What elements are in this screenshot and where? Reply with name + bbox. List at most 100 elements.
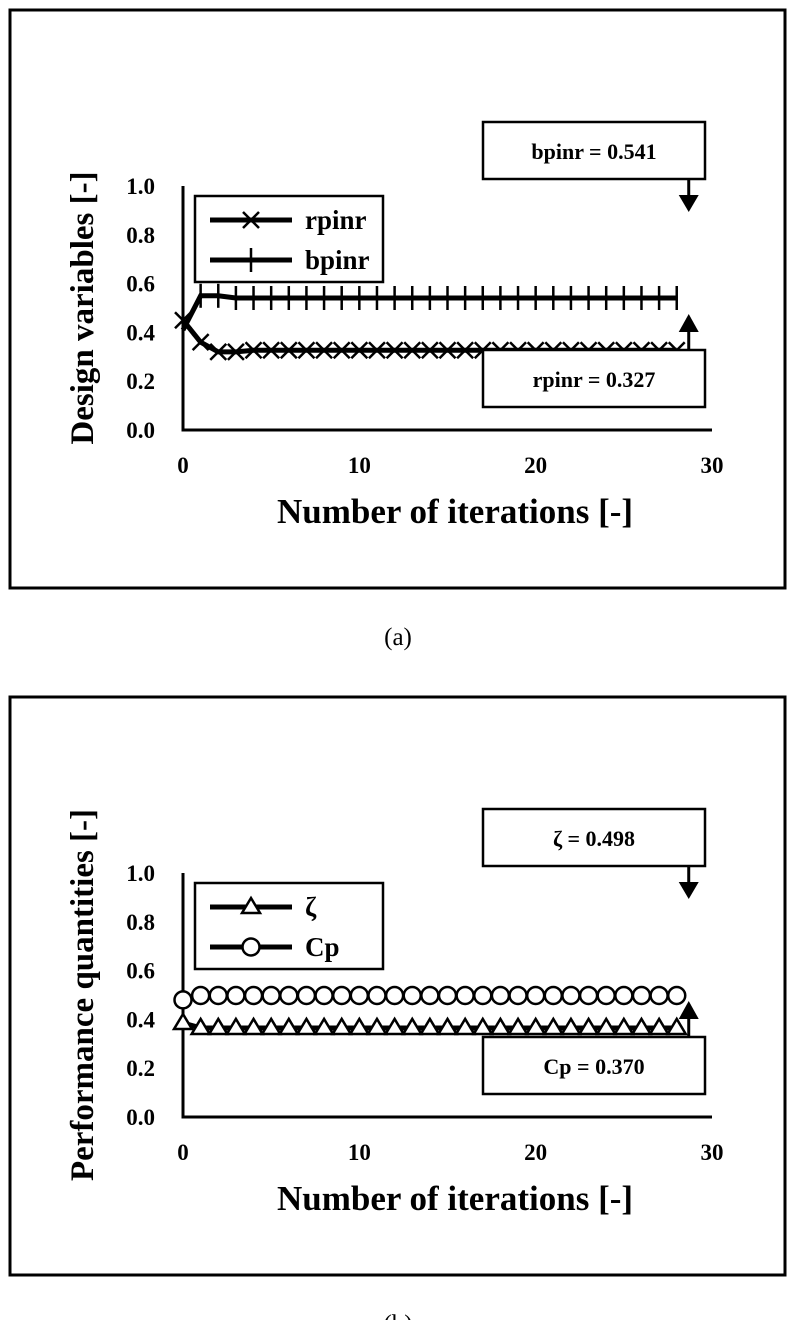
data-point bbox=[173, 990, 193, 1010]
data-point bbox=[315, 341, 333, 360]
data-point bbox=[295, 1016, 318, 1036]
data-point bbox=[525, 985, 546, 1006]
y-tick-label: 0.2 bbox=[126, 1056, 155, 1081]
data-point bbox=[436, 1016, 459, 1036]
y-tick-label: 1.0 bbox=[126, 174, 155, 199]
annotation-text: ζ = 0.498 bbox=[553, 826, 635, 851]
data-point bbox=[665, 1016, 688, 1036]
data-point bbox=[631, 985, 652, 1006]
data-point bbox=[244, 341, 263, 360]
data-point bbox=[279, 985, 299, 1006]
legend-label: rpinr bbox=[305, 205, 367, 235]
data-point bbox=[367, 985, 387, 1006]
data-point bbox=[224, 1016, 248, 1036]
annotation-box bbox=[481, 120, 707, 181]
data-point bbox=[279, 341, 298, 360]
legend-marker bbox=[241, 937, 261, 957]
chart-b: 0.0 0.2 0.4 0.6 0.8 1.0 0 10 20 30 Number of itera… bbox=[8, 695, 787, 1320]
data-point bbox=[348, 1016, 371, 1036]
annotation-text: bpinr = 0.541 bbox=[531, 139, 656, 164]
data-point bbox=[297, 341, 316, 360]
y-axis-label: Design variables [-] bbox=[65, 171, 101, 444]
y-tick-label: 0.0 bbox=[126, 1105, 155, 1130]
data-point bbox=[331, 985, 352, 1006]
series-ζ bbox=[171, 1011, 688, 1036]
y-axis-label: Performance quantities [-] bbox=[65, 809, 101, 1181]
x-tick-label: 20 bbox=[524, 1140, 547, 1165]
data-point bbox=[349, 985, 370, 1006]
data-point bbox=[207, 1016, 230, 1036]
y-tick-label: 0.2 bbox=[126, 369, 155, 394]
data-point bbox=[561, 985, 581, 1006]
legend-box bbox=[193, 881, 385, 971]
x-tick-label: 0 bbox=[177, 1140, 189, 1165]
data-point bbox=[208, 985, 229, 1006]
legend: rpinr bpinr bbox=[193, 194, 385, 284]
x-tick-label: 30 bbox=[701, 453, 724, 478]
data-point bbox=[630, 1016, 653, 1036]
data-point bbox=[508, 985, 528, 1006]
data-point bbox=[473, 985, 493, 1006]
data-point bbox=[312, 1016, 336, 1036]
series-bpinr bbox=[180, 283, 678, 342]
y-tick-label: 0.8 bbox=[126, 910, 155, 935]
x-tick-label: 10 bbox=[348, 1140, 371, 1165]
data-point bbox=[453, 1016, 477, 1036]
data-point bbox=[614, 985, 634, 1006]
data-point bbox=[578, 985, 599, 1006]
x-tick-label: 10 bbox=[348, 453, 371, 478]
data-point bbox=[242, 1016, 265, 1036]
legend-marker bbox=[239, 895, 263, 915]
data-point bbox=[594, 1016, 618, 1036]
annotation-box bbox=[481, 1035, 707, 1096]
data-point bbox=[191, 333, 210, 352]
data-point bbox=[596, 985, 616, 1006]
arrow-head-icon bbox=[678, 195, 699, 212]
y-tick-label: 0.0 bbox=[126, 418, 155, 443]
y-tick-label: 0.4 bbox=[126, 320, 155, 345]
x-tick-label: 20 bbox=[524, 453, 547, 478]
annotation-box bbox=[481, 348, 707, 409]
legend: ζ Cp bbox=[193, 881, 385, 971]
x-tick-label: 30 bbox=[701, 1140, 724, 1165]
annotation-text: rpinr = 0.327 bbox=[533, 367, 656, 392]
y-tick-label: 0.4 bbox=[126, 1007, 155, 1032]
legend-marker bbox=[242, 211, 260, 229]
legend-box bbox=[193, 194, 385, 284]
y-tick-label: 0.6 bbox=[126, 959, 155, 984]
data-point bbox=[330, 1016, 353, 1036]
data-point bbox=[385, 341, 404, 360]
arrow-head-icon bbox=[678, 314, 699, 332]
data-point bbox=[402, 985, 422, 1006]
data-point bbox=[524, 1016, 547, 1036]
data-point bbox=[227, 343, 245, 361]
data-point bbox=[189, 1016, 212, 1036]
y-tick-label: 0.8 bbox=[126, 223, 155, 248]
chart-a: 0.0 0.2 0.4 0.6 0.8 1.0 0 10 20 30 Number of itera… bbox=[8, 8, 787, 651]
panel-label: (a) bbox=[384, 624, 412, 651]
data-point bbox=[401, 1016, 424, 1036]
data-point bbox=[384, 985, 405, 1006]
data-point bbox=[420, 341, 439, 360]
data-point bbox=[314, 985, 334, 1006]
data-point bbox=[226, 985, 246, 1006]
y-tick-label: 0.6 bbox=[126, 272, 155, 297]
data-point bbox=[243, 985, 264, 1006]
data-point bbox=[490, 985, 511, 1006]
data-point bbox=[543, 985, 564, 1006]
data-point bbox=[190, 985, 211, 1006]
data-point bbox=[259, 1016, 283, 1036]
data-point bbox=[403, 341, 422, 360]
data-point bbox=[542, 1016, 565, 1036]
data-point bbox=[437, 985, 458, 1006]
arrow-head-icon bbox=[678, 882, 699, 899]
panel-label: (b) bbox=[383, 1311, 412, 1320]
chart-frame bbox=[8, 695, 787, 1277]
data-point bbox=[577, 1016, 600, 1036]
data-point bbox=[420, 985, 440, 1006]
legend-label: Cp bbox=[305, 932, 340, 962]
data-point bbox=[649, 985, 669, 1006]
series-Cp bbox=[173, 985, 687, 1010]
data-point bbox=[471, 1016, 494, 1036]
